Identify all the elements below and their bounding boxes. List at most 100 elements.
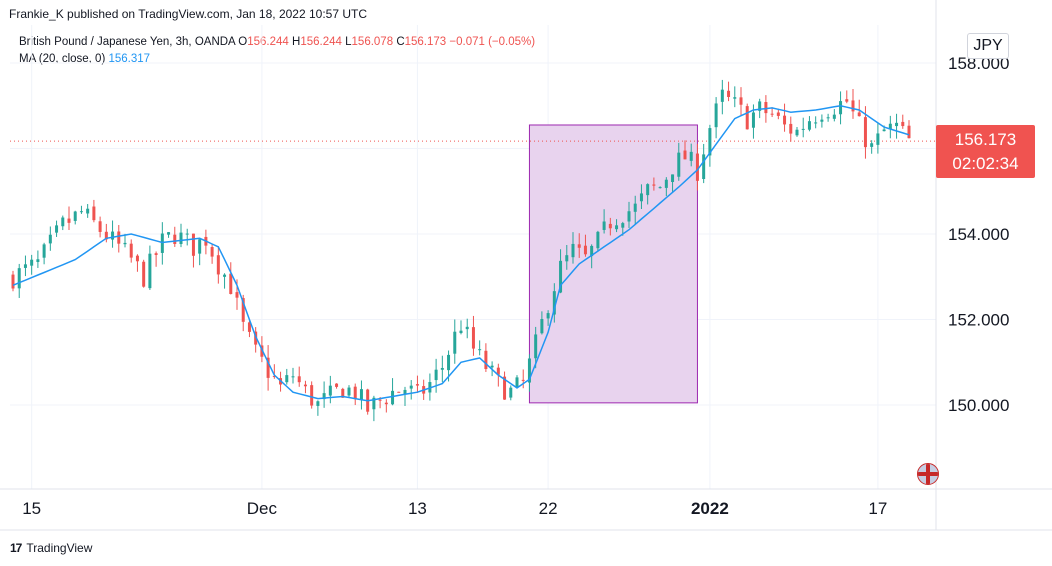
- candle: [546, 310, 550, 326]
- candle: [901, 114, 905, 129]
- candle-body: [198, 239, 202, 254]
- candle-body: [391, 390, 395, 405]
- candle: [61, 215, 65, 231]
- candle-body: [471, 327, 475, 349]
- candle: [42, 242, 46, 265]
- candle-body: [708, 128, 712, 156]
- candle: [527, 354, 531, 392]
- candle: [571, 232, 575, 264]
- y-tick-label: 154.000: [948, 225, 1009, 244]
- currency-label[interactable]: JPY: [967, 33, 1009, 59]
- candle: [297, 366, 301, 387]
- candle-body: [322, 393, 326, 400]
- candle: [36, 250, 40, 268]
- candle: [708, 124, 712, 167]
- candle: [79, 205, 83, 214]
- tradingview-logo-icon: 17: [10, 541, 22, 555]
- candle-body: [783, 115, 787, 125]
- candle: [627, 201, 631, 229]
- candle-body: [42, 244, 46, 258]
- ma-value: 156.317: [108, 53, 151, 65]
- candle: [73, 210, 77, 225]
- candle-body: [832, 114, 836, 119]
- candle-body: [739, 97, 743, 105]
- candle: [565, 245, 569, 270]
- footer-brand[interactable]: TradingView: [26, 541, 93, 555]
- candle: [55, 220, 59, 237]
- high-label: H: [292, 36, 301, 48]
- candle-body: [79, 211, 83, 213]
- candle: [870, 140, 874, 154]
- candle-body: [447, 354, 451, 371]
- candle: [291, 367, 295, 384]
- candle-body: [615, 225, 619, 230]
- candle-body: [714, 103, 718, 128]
- candle: [521, 369, 525, 389]
- candle-body: [577, 244, 581, 248]
- candle: [478, 340, 482, 356]
- close-value: 156.173: [404, 36, 447, 48]
- candle-body: [303, 384, 307, 387]
- candle: [534, 326, 538, 369]
- candle-body: [845, 99, 849, 102]
- candle-body: [671, 174, 675, 183]
- candle: [247, 319, 251, 338]
- candle: [148, 245, 152, 290]
- candle-body: [801, 128, 805, 130]
- last-price-tag: 156.173 02:02:34: [936, 125, 1035, 178]
- candle: [353, 383, 357, 406]
- candle-body: [776, 112, 780, 116]
- candle-body: [758, 101, 762, 111]
- candle-body: [664, 179, 668, 188]
- candle: [397, 391, 401, 393]
- candle: [285, 368, 289, 385]
- ohlc-line: British Pound / Japanese Yen, 3h, OANDA …: [19, 34, 535, 51]
- candle-body: [559, 260, 563, 293]
- candle-body: [409, 385, 413, 389]
- candle-body: [384, 402, 388, 405]
- uk-flag-icon[interactable]: [917, 463, 939, 485]
- candle-body: [403, 389, 407, 395]
- candle-body: [272, 375, 276, 377]
- candle-body: [397, 391, 401, 393]
- candle-body: [820, 119, 824, 122]
- candle: [335, 383, 339, 389]
- candle-body: [378, 399, 382, 401]
- candle-body: [347, 387, 351, 396]
- candle: [602, 209, 606, 234]
- symbol-name[interactable]: British Pound / Japanese Yen, 3h, OANDA: [19, 36, 236, 48]
- candle: [142, 259, 146, 288]
- candle: [907, 120, 911, 139]
- candle: [745, 103, 749, 130]
- candle-body: [565, 255, 569, 262]
- candle-body: [527, 358, 531, 383]
- ma-label[interactable]: MA (20, close, 0): [19, 53, 106, 65]
- candle-body: [154, 253, 158, 255]
- candle-body: [372, 397, 376, 410]
- candle: [814, 116, 818, 129]
- candle: [652, 177, 656, 191]
- candle: [795, 127, 799, 137]
- candle: [347, 385, 351, 398]
- candle: [173, 226, 177, 247]
- candle-body: [870, 143, 874, 147]
- candle: [615, 219, 619, 233]
- candle: [689, 143, 693, 167]
- candle-body: [534, 334, 538, 359]
- ma-line: MA (20, close, 0) 156.317: [19, 51, 535, 68]
- candle: [111, 220, 115, 248]
- candle-body: [341, 388, 345, 398]
- candle: [789, 116, 793, 142]
- candle: [633, 195, 637, 225]
- candle-body: [30, 259, 34, 266]
- candle-body: [571, 243, 575, 258]
- candle-body: [465, 326, 469, 330]
- candle-body: [720, 89, 724, 102]
- candle: [895, 113, 899, 139]
- open-label: O: [238, 36, 248, 48]
- candle-body: [453, 331, 457, 354]
- candle: [552, 283, 556, 323]
- candle-body: [764, 102, 768, 114]
- candle-body: [98, 221, 102, 232]
